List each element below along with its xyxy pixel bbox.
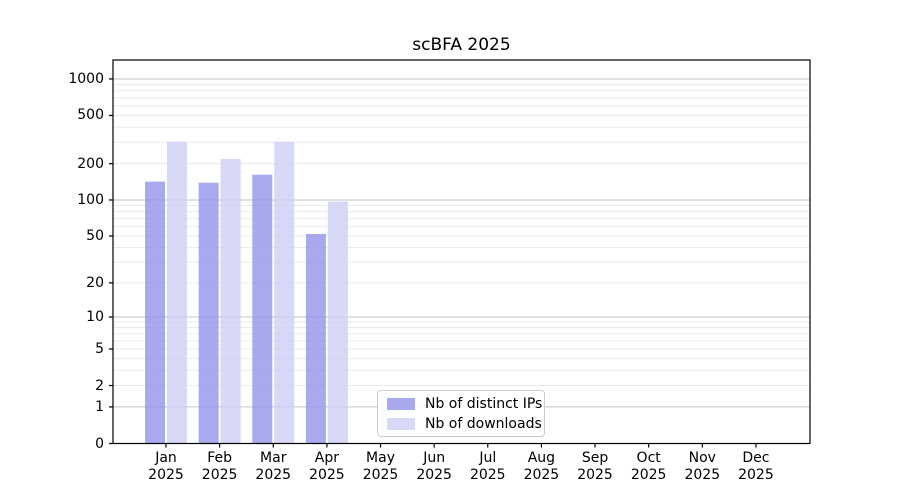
y-tick-label: 2 <box>95 377 104 394</box>
x-tick-label-dec: Dec 2025 <box>738 450 774 483</box>
x-tick-label-mar: Mar 2025 <box>255 450 292 483</box>
legend-swatch-distinct-ips-icon <box>387 397 415 410</box>
bar-ips-jan <box>145 181 165 444</box>
x-tick-label-jul: Jul 2025 <box>469 450 506 483</box>
plot-frame <box>112 59 811 445</box>
y-tick-label: 20 <box>86 274 104 291</box>
bar-downloads-jan <box>167 141 187 444</box>
legend: Nb of distinct IPs Nb of downloads <box>377 390 545 437</box>
bar-downloads-feb <box>220 158 241 444</box>
x-tick-label-nov: Nov 2025 <box>684 450 721 483</box>
y-tick-label: 100 <box>77 191 104 208</box>
y-tick-label: 1 <box>95 398 104 415</box>
x-tick-label-oct: Oct 2025 <box>630 450 667 483</box>
x-tick-label-feb: Feb 2025 <box>201 450 238 483</box>
y-tick-label: 50 <box>86 228 104 245</box>
x-tick-label-jan: Jan 2025 <box>148 450 184 483</box>
x-tick-label-aug: Aug 2025 <box>523 450 560 483</box>
legend-label: Nb of downloads <box>425 415 542 432</box>
legend-entry-downloads: Nb of downloads <box>378 415 544 432</box>
x-tick-label-may: May 2025 <box>362 450 399 483</box>
bar-ips-mar <box>252 174 273 444</box>
y-tick-label: 5 <box>95 340 104 357</box>
y-tick-label: 500 <box>77 107 104 124</box>
bar-downloads-apr <box>327 201 348 444</box>
bar-downloads-mar <box>274 141 295 444</box>
legend-label: Nb of distinct IPs <box>425 395 543 412</box>
y-tick-label: 200 <box>77 155 104 172</box>
legend-entry-distinct-ips: Nb of distinct IPs <box>378 395 544 412</box>
chart-title: scBFA 2025 <box>412 35 511 55</box>
y-tick-label: 1000 <box>68 70 104 87</box>
bar-ips-apr <box>305 234 326 444</box>
bar-ips-feb <box>198 182 219 444</box>
x-tick-label-jun: Jun 2025 <box>416 450 452 483</box>
x-tick-label-apr: Apr 2025 <box>309 450 345 483</box>
x-tick-label-sep: Sep 2025 <box>577 450 613 483</box>
y-tick-label: 0 <box>95 435 104 452</box>
legend-swatch-downloads-icon <box>387 417 415 430</box>
y-tick-label: 10 <box>86 308 104 325</box>
